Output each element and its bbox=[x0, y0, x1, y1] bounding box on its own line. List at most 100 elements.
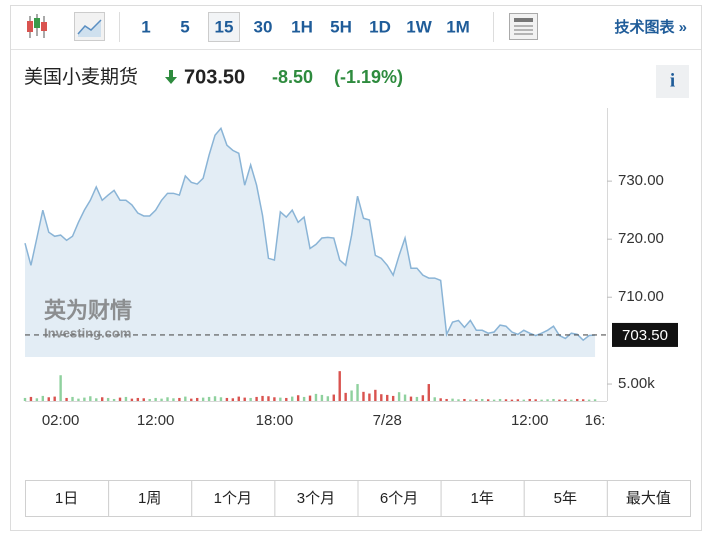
interval-button[interactable]: 5 bbox=[180, 17, 189, 36]
table-icon[interactable] bbox=[509, 13, 538, 40]
interval-button[interactable]: 1M bbox=[446, 17, 470, 36]
volume-bar bbox=[403, 394, 407, 401]
volume-bar bbox=[291, 396, 294, 401]
tech-chart-link[interactable]: 技术图表 » bbox=[614, 18, 687, 36]
x-tick-label: 16: bbox=[585, 412, 606, 429]
y-tick-label: 730.00 bbox=[618, 172, 664, 189]
volume-bar bbox=[368, 393, 371, 401]
volume-bar bbox=[83, 397, 86, 401]
range-button[interactable] bbox=[606, 480, 691, 517]
candle-icon[interactable] bbox=[27, 14, 47, 38]
interval-button[interactable]: 5H bbox=[330, 17, 352, 36]
volume-bar bbox=[213, 396, 217, 401]
down-arrow bbox=[165, 70, 177, 84]
volume-bar bbox=[237, 396, 240, 401]
volume-bar bbox=[516, 399, 520, 401]
interval-button[interactable]: 1D bbox=[369, 17, 391, 36]
range-button[interactable] bbox=[108, 480, 193, 517]
volume-bar bbox=[100, 397, 104, 401]
volume-bar bbox=[59, 375, 62, 401]
volume-bar bbox=[279, 397, 282, 401]
volume-bar bbox=[457, 399, 460, 401]
volume-bar bbox=[124, 396, 128, 401]
x-tick-label: 12:00 bbox=[511, 412, 549, 429]
volume-bar bbox=[475, 399, 478, 401]
volume-bar bbox=[469, 399, 472, 401]
volume-bar bbox=[184, 396, 187, 401]
volume-bar bbox=[95, 398, 98, 401]
range-label: 1日 bbox=[55, 490, 78, 507]
volume-bar bbox=[332, 394, 335, 401]
range-label: 最大值 bbox=[626, 490, 671, 507]
volume-bar bbox=[267, 396, 270, 401]
interval-button[interactable]: 30 bbox=[254, 17, 273, 36]
volume-bar bbox=[154, 397, 157, 401]
range-button[interactable] bbox=[25, 480, 110, 517]
volume-bar bbox=[445, 398, 448, 401]
volume-bar bbox=[427, 384, 430, 401]
x-tick-label: 02:00 bbox=[42, 412, 80, 429]
volume-bar bbox=[219, 397, 223, 401]
volume-bar bbox=[302, 396, 306, 401]
volume-bar bbox=[463, 398, 466, 401]
volume-bar bbox=[439, 398, 442, 401]
volume-bar bbox=[326, 396, 330, 401]
volume-bar bbox=[166, 397, 169, 401]
last-price-label: 703.50 bbox=[622, 327, 668, 344]
volume-bar bbox=[285, 397, 288, 401]
volume-bar bbox=[338, 371, 341, 401]
volume-bar bbox=[23, 397, 27, 401]
volume-bar bbox=[142, 398, 145, 401]
volume-bar bbox=[296, 395, 300, 401]
range-button[interactable] bbox=[191, 480, 276, 517]
volume-bar bbox=[148, 398, 151, 401]
interval-button[interactable]: 1 bbox=[141, 17, 150, 36]
plot: 710.00 720.00 730.00 5.00k 703.50 02:00 12:00 1… bbox=[23, 108, 678, 429]
volume-bar bbox=[190, 398, 193, 401]
volume-bar bbox=[225, 397, 229, 401]
volume-bar bbox=[558, 399, 561, 401]
info-button[interactable] bbox=[656, 65, 689, 98]
interval-button[interactable]: 1H bbox=[291, 17, 313, 36]
y-tick-label: 720.00 bbox=[618, 230, 664, 247]
range-button[interactable] bbox=[274, 480, 359, 517]
instrument-title: 美国小麦期货 bbox=[24, 66, 138, 88]
volume-bar bbox=[593, 399, 597, 401]
info-icon: i bbox=[670, 70, 675, 91]
volume-bar bbox=[522, 399, 526, 401]
range-button[interactable] bbox=[357, 480, 442, 517]
volume-bar bbox=[564, 399, 567, 401]
range-button[interactable] bbox=[523, 480, 608, 517]
volume-bar bbox=[89, 396, 92, 401]
range-button[interactable] bbox=[440, 480, 525, 517]
interval-button[interactable]: 15 bbox=[215, 17, 234, 36]
volume-bar bbox=[53, 396, 56, 401]
volume-bar bbox=[243, 397, 246, 401]
volume-bar bbox=[320, 394, 324, 401]
range-label: 5年 bbox=[554, 490, 577, 507]
volume-bar bbox=[29, 396, 33, 401]
volume-bar bbox=[249, 397, 252, 401]
volume-bar bbox=[112, 398, 116, 401]
range-label: 6个月 bbox=[380, 490, 418, 507]
volume-bar bbox=[314, 393, 318, 401]
volume-bar bbox=[498, 398, 502, 401]
volume-bar bbox=[77, 398, 80, 401]
price-area bbox=[25, 128, 596, 357]
last-price: 703.50 bbox=[184, 66, 245, 88]
volume-bar bbox=[356, 384, 359, 401]
interval-button[interactable]: 1W bbox=[406, 17, 432, 36]
line-icon[interactable] bbox=[74, 12, 105, 41]
price-change: -8.50 bbox=[272, 67, 313, 87]
volume-bar bbox=[47, 397, 50, 401]
volume-bar bbox=[504, 399, 508, 401]
volume-bar bbox=[380, 394, 383, 401]
volume-bar bbox=[65, 397, 68, 401]
volume-bar bbox=[350, 390, 353, 401]
volume-bar bbox=[71, 396, 74, 401]
volume-bar bbox=[534, 399, 537, 401]
volume-bar bbox=[576, 398, 579, 401]
volume-bar bbox=[160, 398, 163, 401]
volume-bar bbox=[178, 397, 181, 401]
